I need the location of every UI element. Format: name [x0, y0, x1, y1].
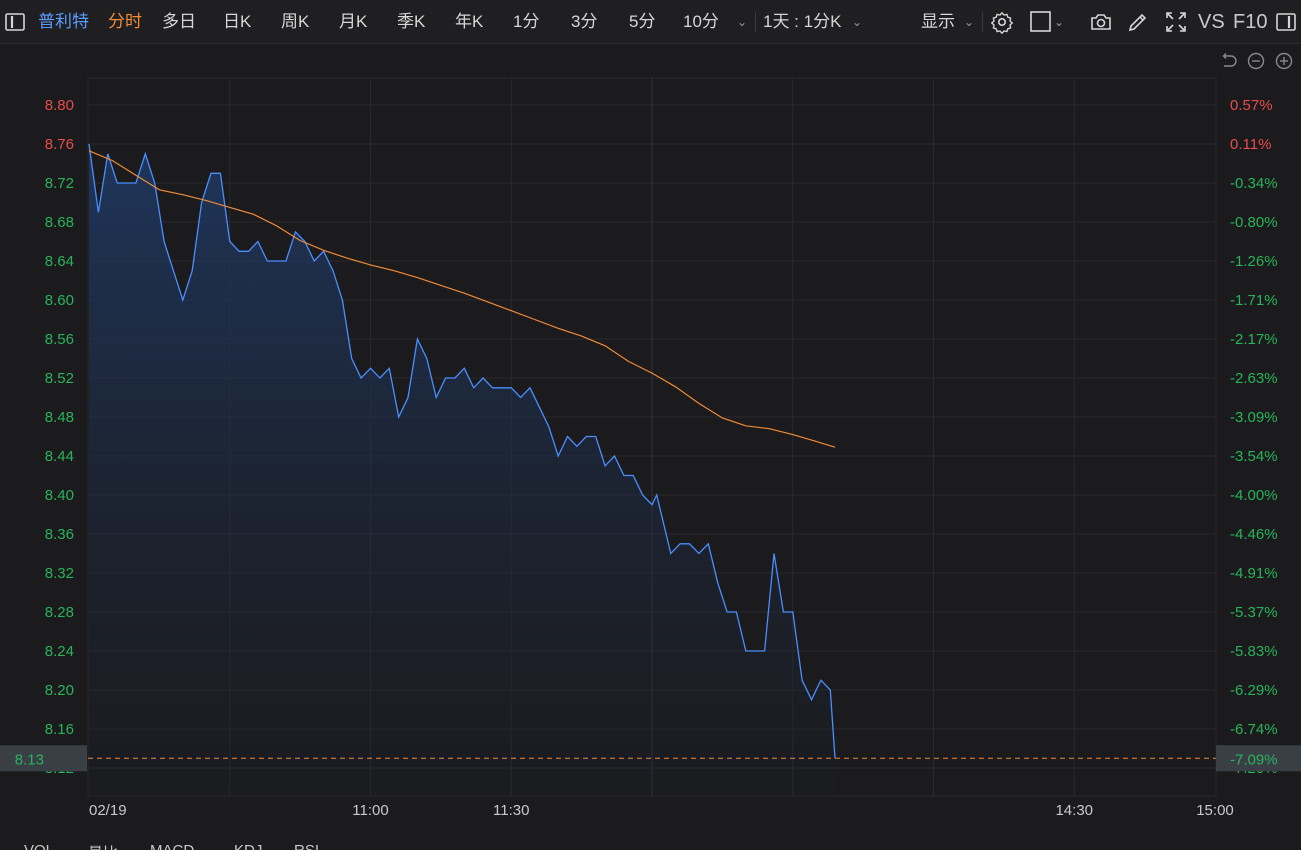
toolbar-divider	[755, 12, 756, 32]
price-tick-label: 8.72	[45, 175, 74, 192]
zoom-out-icon[interactable]	[1247, 52, 1265, 70]
price-tick-label: 8.56	[45, 331, 74, 348]
intraday-chart[interactable]: 8.80 8.76 8.72 8.68 8.64 8.60 8.56 8.52 8.48 8.44…	[0, 44, 1301, 850]
price-tick-label: 8.80	[45, 97, 74, 114]
toolbar-divider	[982, 12, 983, 32]
square-layout-icon[interactable]	[1029, 10, 1053, 34]
vs-compare-button[interactable]: VS	[1198, 11, 1225, 33]
percent-tick-label: -2.63%	[1230, 370, 1278, 387]
price-tick-label: 8.48	[45, 409, 74, 426]
tab-macd[interactable]: MACD	[150, 842, 194, 850]
fullscreen-icon[interactable]	[1164, 10, 1188, 34]
tab-weekly-k[interactable]: 周K	[281, 12, 310, 31]
last-pct-badge	[1216, 745, 1301, 772]
percent-tick-label: -4.46%	[1230, 526, 1278, 543]
average-line	[88, 150, 836, 448]
time-tick-label: 11:30	[493, 802, 529, 819]
tab-multi-day[interactable]: 多日	[162, 12, 196, 31]
f10-button[interactable]: F10	[1233, 11, 1268, 33]
time-tick-label: 11:00	[352, 802, 388, 819]
percent-tick-label: -5.37%	[1230, 604, 1278, 621]
camera-icon[interactable]	[1089, 10, 1113, 34]
tab-vol[interactable]: VOL	[24, 842, 54, 850]
toolbar: 普利特 分时 多日 日K 周K 月K 季K 年K 1分 3分 5分 10分 ⌄ …	[0, 0, 1301, 44]
tab-quarterly-k[interactable]: 季K	[397, 12, 426, 31]
percent-tick-label: -4.91%	[1230, 565, 1278, 582]
last-price-marker: 8.13 -7.09%	[0, 745, 1301, 772]
percent-tick-label: -0.34%	[1230, 175, 1278, 192]
period-select[interactable]: 1天 : 1分K	[763, 12, 842, 31]
sidebar-toggle-icon[interactable]	[1274, 10, 1298, 34]
price-tick-label: 8.36	[45, 526, 74, 543]
percent-axis: 0.57% 0.11% -0.34% -0.80% -1.26% -1.71% -2.17%…	[1230, 97, 1278, 777]
price-axis: 8.80 8.76 8.72 8.68 8.64 8.60 8.56 8.52 8.48 8.44…	[45, 97, 74, 777]
price-tick-label: 8.60	[45, 292, 74, 309]
price-tick-label: 8.20	[45, 682, 74, 699]
price-tick-label: 8.76	[45, 136, 74, 153]
price-area	[89, 144, 835, 796]
last-price-label: 8.13	[15, 751, 44, 768]
date-label: 02/19	[89, 802, 127, 819]
last-price-badge	[0, 745, 87, 772]
tab-yearly-k[interactable]: 年K	[455, 12, 484, 31]
price-tick-label: 8.16	[45, 721, 74, 738]
price-line	[88, 143, 836, 759]
stock-name[interactable]: 普利特	[38, 12, 89, 31]
percent-tick-label: 0.11%	[1230, 136, 1271, 153]
reset-icon[interactable]	[1220, 52, 1238, 70]
pencil-icon[interactable]	[1126, 10, 1150, 34]
price-tick-label: 8.40	[45, 487, 74, 504]
price-tick-label: 8.68	[45, 214, 74, 231]
tab-kdj[interactable]: KDJ	[234, 842, 262, 850]
percent-tick-label: -5.83%	[1230, 643, 1278, 660]
tab-minute-chart[interactable]: 分时	[108, 12, 142, 31]
price-tick-label: 8.64	[45, 253, 74, 270]
tab-daily-k[interactable]: 日K	[223, 12, 252, 31]
chevron-down-icon[interactable]: ⌄	[737, 15, 748, 29]
gear-icon[interactable]	[990, 10, 1014, 34]
time-tick-label: 15:00	[1196, 802, 1234, 819]
price-tick-label: 8.32	[45, 565, 74, 582]
chevron-down-icon[interactable]: ⌄	[1054, 15, 1065, 29]
chevron-down-icon[interactable]: ⌄	[964, 15, 975, 29]
percent-tick-label: 0.57%	[1230, 97, 1273, 114]
percent-tick-label: -6.29%	[1230, 682, 1278, 699]
chevron-down-icon[interactable]: ⌄	[852, 15, 863, 29]
price-tick-label: 8.28	[45, 604, 74, 621]
percent-tick-label: -6.74%	[1230, 721, 1278, 738]
panel-toggle-icon[interactable]	[3, 10, 27, 34]
percent-tick-label: -2.17%	[1230, 331, 1278, 348]
percent-tick-label: -1.26%	[1230, 253, 1278, 270]
price-tick-label: 8.52	[45, 370, 74, 387]
display-menu[interactable]: 显示	[921, 12, 955, 31]
percent-tick-label: -3.54%	[1230, 448, 1278, 465]
percent-tick-label: -0.80%	[1230, 214, 1278, 231]
time-tick-label: 14:30	[1055, 802, 1093, 819]
tab-5min[interactable]: 5分	[629, 12, 656, 31]
tab-10min[interactable]: 10分	[683, 12, 719, 31]
chart-series	[88, 143, 836, 796]
percent-tick-label: -3.09%	[1230, 409, 1278, 426]
tab-volume-ratio[interactable]: 量比	[88, 842, 118, 850]
price-tick-label: 8.44	[45, 448, 74, 465]
time-axis: 02/19 11:00 11:30 14:30 15:00	[89, 802, 1234, 819]
zoom-in-icon[interactable]	[1275, 52, 1293, 70]
price-tick-label: 8.24	[45, 643, 74, 660]
tab-rsi[interactable]: RSI	[294, 842, 319, 850]
percent-tick-label: -4.00%	[1230, 487, 1278, 504]
tab-3min[interactable]: 3分	[571, 12, 598, 31]
percent-tick-label: -1.71%	[1230, 292, 1278, 309]
last-pct-label: -7.09%	[1230, 751, 1278, 768]
tab-1min[interactable]: 1分	[513, 12, 540, 31]
tab-monthly-k[interactable]: 月K	[339, 12, 368, 31]
